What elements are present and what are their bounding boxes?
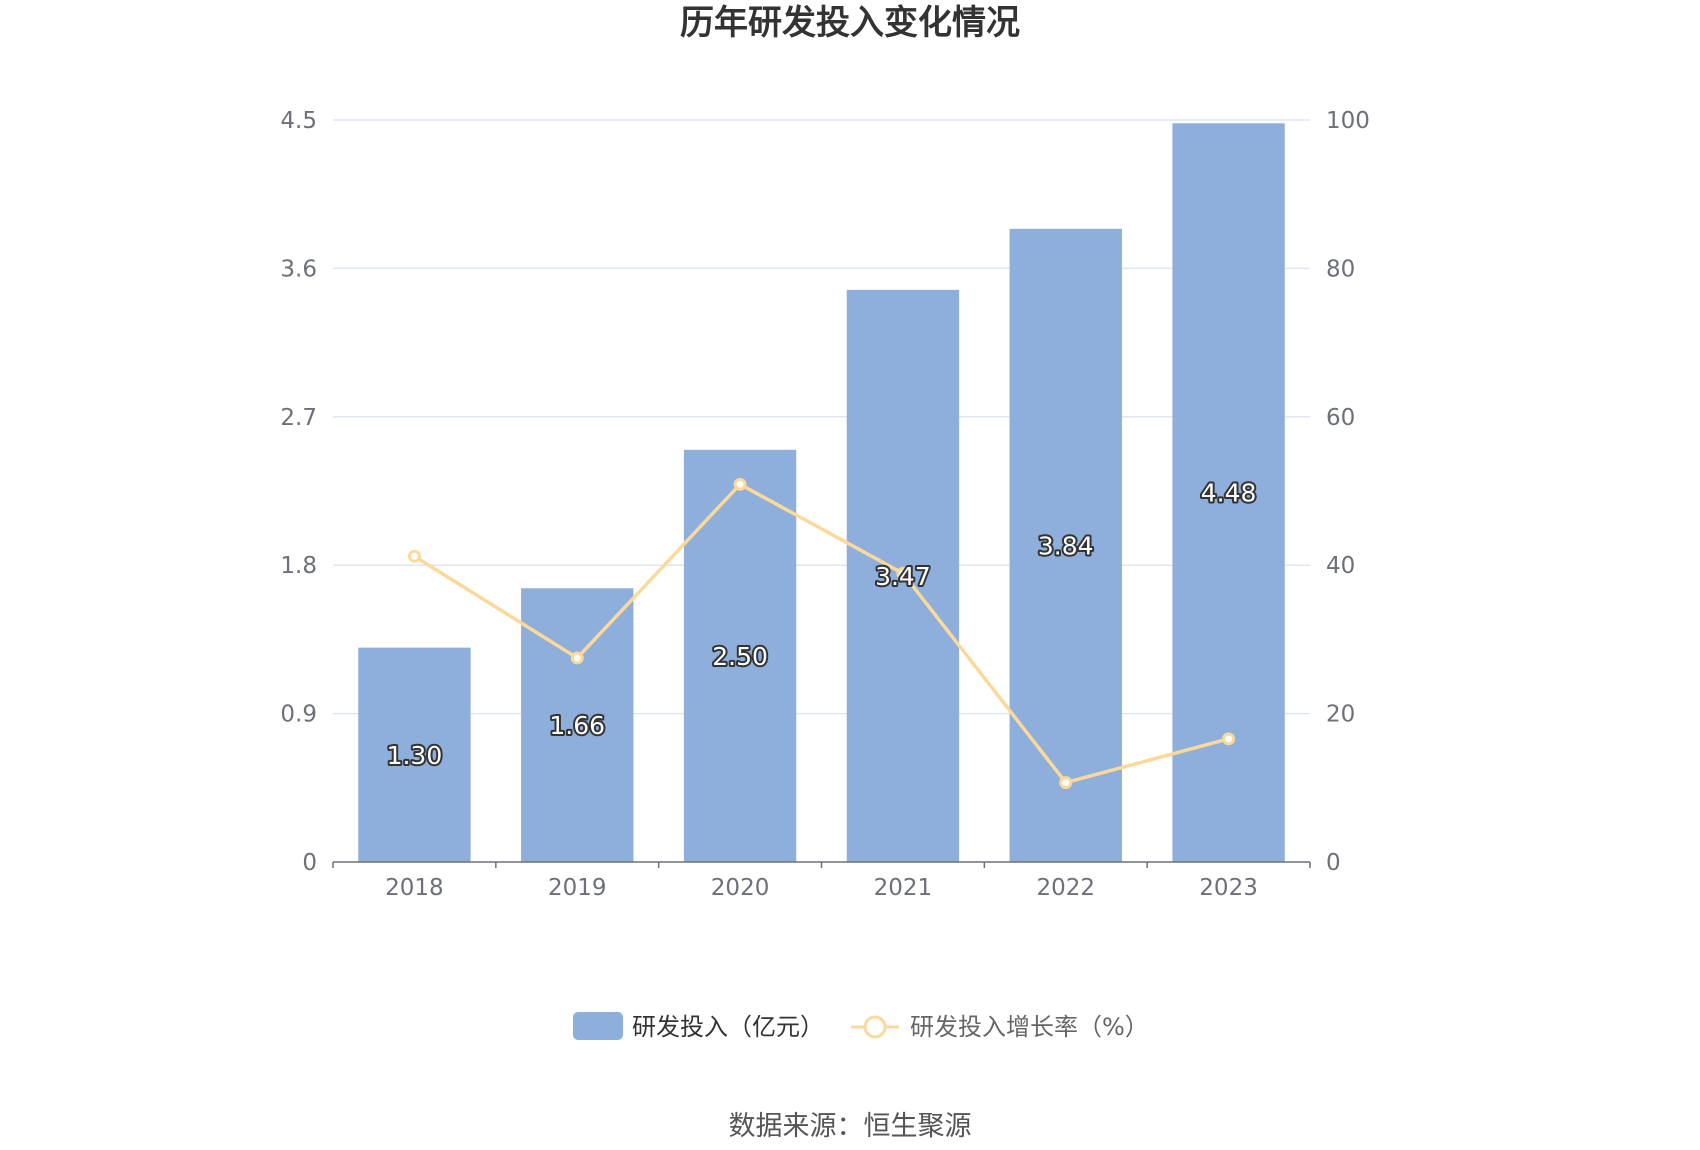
- data-source: 数据来源：恒生聚源: [729, 1111, 972, 1142]
- bar: [358, 647, 471, 862]
- growth-rate-point: [1222, 732, 1236, 746]
- chart-title: 历年研发投入变化情况: [680, 3, 1020, 43]
- axes: 0 0 0.9 20 1.8 40 2.7 60 3.6 80 4.5 100 2018 2019 2020…: [280, 108, 1369, 901]
- y-right-tick-label: 80: [1326, 256, 1355, 282]
- y-right-tick-label: 20: [1326, 702, 1355, 728]
- y-right-tick-label: 0: [1326, 850, 1341, 876]
- legend[interactable]: 研发投入（亿元） 研发投入增长率（%）: [573, 1012, 1149, 1041]
- growth-rate-point: [1059, 776, 1073, 790]
- bar-data-label: 1.30: [387, 741, 443, 770]
- legend-line-marker: [863, 1015, 887, 1039]
- bar-data-label: 3.47: [875, 562, 931, 591]
- y-left-tick-label: 0: [302, 850, 317, 876]
- y-left-tick-label: 0.9: [280, 702, 317, 728]
- growth-rate-point: [733, 477, 747, 491]
- y-right-tick-label: 60: [1326, 405, 1355, 431]
- growth-rate-point: [407, 549, 421, 563]
- x-tick-label: 2021: [874, 875, 933, 901]
- x-tick-label: 2020: [711, 875, 770, 901]
- bar-series: [358, 123, 1285, 862]
- bar-data-label: 3.84: [1038, 531, 1094, 560]
- legend-label-line: 研发投入增长率（%）: [910, 1013, 1149, 1041]
- bar-data-label: 2.50: [712, 642, 768, 671]
- y-left-tick-label: 4.5: [280, 108, 317, 134]
- legend-label-bar: 研发投入（亿元）: [632, 1013, 824, 1041]
- growth-rate-point: [896, 566, 910, 580]
- x-tick-label: 2023: [1199, 875, 1258, 901]
- bar-data-label: 1.66: [549, 711, 605, 740]
- legend-item-bar[interactable]: 研发投入（亿元）: [573, 1012, 824, 1041]
- y-left-tick-label: 1.8: [280, 553, 317, 579]
- line-series: [407, 477, 1236, 790]
- bar-data-labels: 1.30 1.66 2.50 3.47 3.84 4.48: [385, 477, 1259, 772]
- x-tick-label: 2022: [1036, 875, 1095, 901]
- legend-bar-swatch: [573, 1012, 623, 1040]
- bar: [1009, 228, 1122, 862]
- y-right-tick-label: 40: [1326, 553, 1355, 579]
- x-tick-label: 2018: [385, 875, 444, 901]
- y-right-tick-label: 100: [1326, 108, 1370, 134]
- bar: [683, 449, 797, 862]
- grid-lines: [333, 119, 1310, 715]
- y-left-tick-label: 2.7: [280, 405, 317, 431]
- growth-rate-point: [570, 651, 584, 665]
- growth-rate-line: [413, 482, 1230, 785]
- legend-item-line[interactable]: 研发投入增长率（%）: [851, 1013, 1149, 1041]
- y-left-tick-label: 3.6: [280, 256, 317, 282]
- x-tick-label: 2019: [548, 875, 607, 901]
- bar-data-label: 4.48: [1201, 479, 1257, 508]
